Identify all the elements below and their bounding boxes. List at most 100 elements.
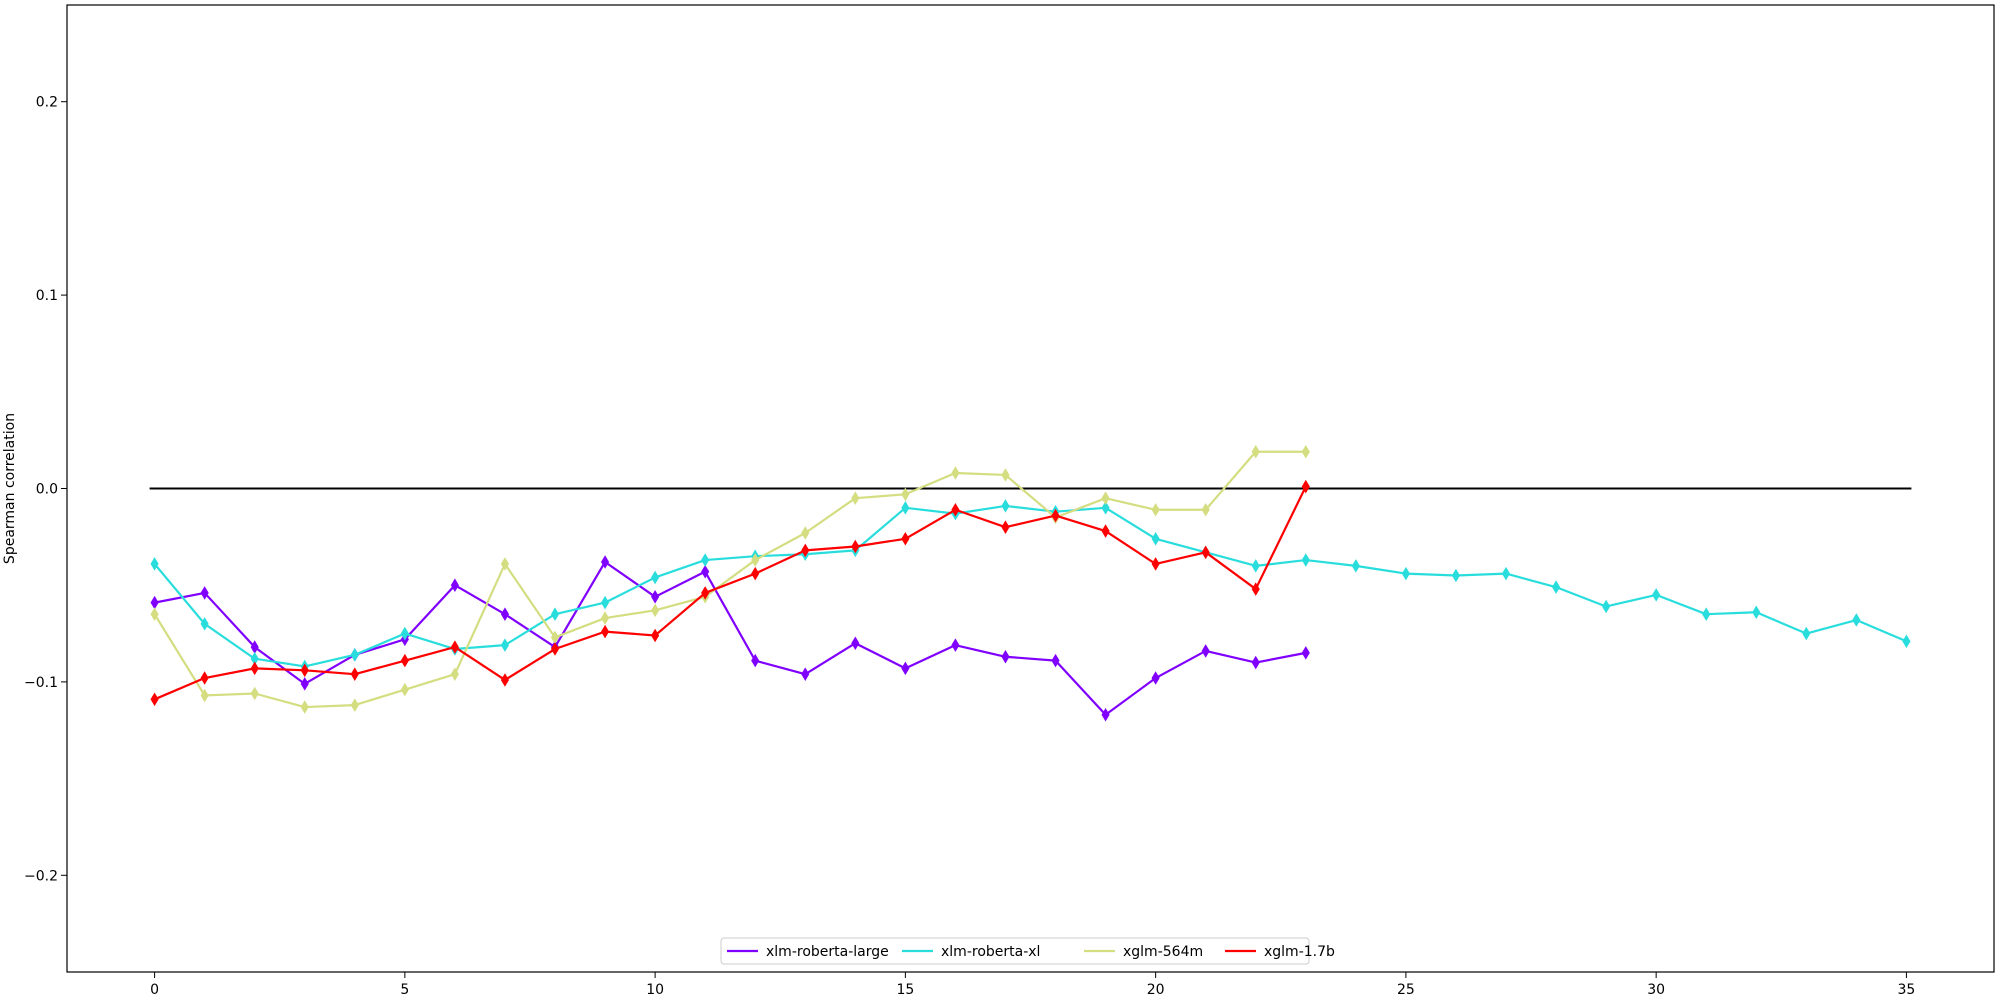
- data-point: [400, 682, 409, 697]
- data-point: [1051, 508, 1060, 523]
- data-point: [150, 692, 159, 707]
- legend-box: [720, 937, 1310, 965]
- y-tick-label: −0.2: [24, 868, 58, 884]
- data-point: [901, 501, 910, 515]
- data-point: [851, 539, 860, 554]
- data-point: [901, 487, 910, 502]
- data-point: [550, 642, 560, 656]
- data-point: [1301, 553, 1310, 567]
- data-point: [1551, 580, 1561, 594]
- data-point: [1101, 491, 1110, 505]
- data-point: [651, 590, 660, 604]
- data-point: [200, 688, 209, 703]
- data-point: [1001, 499, 1010, 513]
- data-point: [1351, 559, 1360, 573]
- data-point: [751, 653, 760, 668]
- legend-item-xlm-roberta-xl: xlm-roberta-xl: [902, 944, 1040, 960]
- data-point: [600, 624, 610, 639]
- legend-label: xlm-roberta-large: [766, 944, 889, 960]
- data-point: [450, 667, 459, 681]
- data-point: [701, 564, 710, 579]
- data-point: [1802, 626, 1811, 641]
- data-point: [1401, 566, 1410, 581]
- plot-area: [149, 444, 1912, 722]
- y-tick-label: 0.2: [36, 95, 58, 111]
- data-point: [1301, 646, 1310, 660]
- data-point: [1201, 502, 1210, 517]
- data-point: [150, 557, 159, 571]
- data-point: [1902, 634, 1911, 649]
- data-point: [1652, 588, 1661, 602]
- data-point: [400, 626, 409, 641]
- data-point: [600, 611, 610, 625]
- data-point: [651, 603, 660, 618]
- data-point: [450, 578, 459, 592]
- series-line-xglm-1.7b: [154, 486, 1307, 701]
- data-point: [1101, 501, 1110, 515]
- data-point: [250, 686, 259, 701]
- x-tick-label: 15: [896, 982, 914, 998]
- x-tick-label: 30: [1647, 982, 1665, 998]
- data-point: [801, 526, 810, 540]
- data-point: [1301, 444, 1310, 459]
- data-point: [1852, 613, 1861, 627]
- data-point: [901, 532, 910, 546]
- legend: xlm-roberta-large xlm-roberta-xl xglm-564m…: [720, 937, 1335, 965]
- data-point: [1201, 545, 1210, 560]
- data-point: [150, 607, 159, 621]
- data-point: [701, 586, 710, 600]
- data-point: [350, 698, 359, 712]
- y-axis-title: Spearman correlation: [2, 413, 18, 564]
- data-point: [951, 502, 960, 517]
- data-point: [1301, 479, 1310, 494]
- data-point: [1602, 599, 1611, 614]
- data-point: [150, 595, 159, 610]
- x-tick-label: 5: [400, 982, 409, 998]
- data-point: [651, 628, 660, 643]
- data-point: [500, 607, 510, 621]
- data-point: [951, 466, 960, 480]
- data-point: [1151, 557, 1160, 571]
- x-tick-label: 35: [1897, 982, 1915, 998]
- data-point: [1051, 653, 1060, 668]
- x-tick-label: 20: [1147, 982, 1165, 998]
- data-point: [1201, 644, 1210, 658]
- series-line-xlm-roberta-xl: [153, 504, 1907, 668]
- data-point: [651, 570, 660, 585]
- legend-item-xlm-roberta-large: xlm-roberta-large: [727, 944, 889, 960]
- data-point: [200, 671, 209, 685]
- data-point: [500, 673, 510, 687]
- data-point: [1101, 524, 1110, 538]
- data-point: [801, 543, 810, 558]
- data-point: [1251, 655, 1260, 670]
- data-point: [701, 553, 710, 567]
- series-xlm-roberta-xl: [150, 499, 1911, 674]
- data-point: [1451, 568, 1461, 583]
- data-point: [751, 566, 760, 581]
- data-point: [1151, 671, 1160, 685]
- data-point: [500, 557, 510, 571]
- data-point: [851, 491, 860, 505]
- series-line-xglm-564m: [153, 450, 1306, 709]
- y-tick-label: 0.1: [36, 288, 58, 304]
- data-point: [1151, 502, 1160, 517]
- data-point: [1151, 532, 1160, 546]
- data-point: [400, 653, 409, 668]
- data-point: [350, 667, 359, 681]
- data-point: [550, 607, 560, 621]
- data-point: [200, 586, 209, 600]
- data-point: [500, 638, 510, 652]
- series-xglm-1.7b: [150, 479, 1310, 707]
- x-axis: 0 5 10 15 20 25 30 35: [150, 972, 1915, 998]
- data-point: [851, 636, 860, 650]
- legend-item-xglm-564m: xglm-564m: [1084, 944, 1203, 960]
- y-tick-label: 0.0: [36, 482, 58, 498]
- x-tick-label: 25: [1397, 982, 1415, 998]
- x-tick-label: 10: [646, 982, 664, 998]
- y-tick-label: −0.1: [24, 675, 58, 691]
- legend-label: xlm-roberta-xl: [941, 944, 1040, 960]
- data-point: [300, 677, 309, 691]
- data-point: [600, 595, 610, 610]
- data-point: [1001, 649, 1010, 664]
